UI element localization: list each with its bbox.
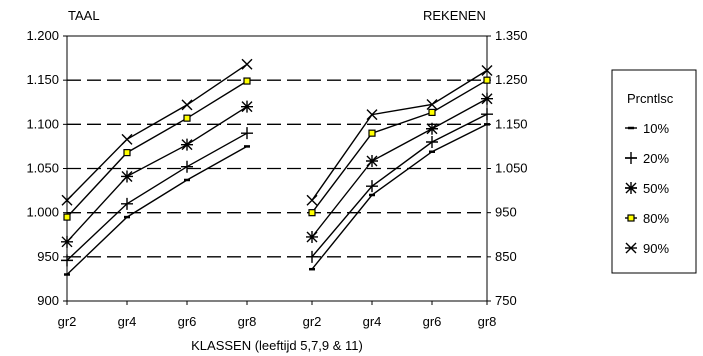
marker-x bbox=[426, 98, 438, 110]
x-tick-label: gr8 bbox=[478, 314, 497, 329]
marker-x bbox=[241, 58, 253, 70]
rekenen-y-tick-label: 750 bbox=[495, 293, 517, 308]
marker-square bbox=[63, 213, 71, 221]
marker-plus bbox=[121, 197, 133, 210]
rekenen-series-line-10pct bbox=[311, 123, 488, 270]
marker-square bbox=[243, 77, 251, 85]
marker-x bbox=[481, 64, 493, 76]
x-tick-label: gr4 bbox=[363, 314, 382, 329]
legend-label: 10% bbox=[643, 121, 669, 136]
marker-x bbox=[366, 109, 378, 121]
marker-asterisk bbox=[625, 182, 637, 194]
marker-x bbox=[181, 99, 193, 111]
marker-plus bbox=[306, 250, 318, 263]
x-tick-label: gr2 bbox=[303, 314, 322, 329]
marker-x bbox=[61, 194, 73, 206]
taal-y-tick-label: 900 bbox=[37, 293, 59, 308]
rekenen-y-tick-label: 950 bbox=[495, 205, 517, 220]
rekenen-y-tick-label: 1.150 bbox=[495, 116, 528, 131]
taal-series-line-90pct bbox=[66, 63, 248, 201]
marker-x bbox=[625, 242, 637, 254]
marker-square bbox=[428, 108, 436, 117]
axes bbox=[63, 35, 491, 305]
marker-x bbox=[306, 194, 318, 206]
marker-asterisk bbox=[366, 154, 378, 167]
legend-label: 20% bbox=[643, 151, 669, 166]
taal-series-line-80pct bbox=[66, 80, 248, 218]
taal-y-tick-label: 1.150 bbox=[26, 72, 59, 87]
marker-plus bbox=[481, 108, 493, 121]
marker-square bbox=[368, 129, 376, 137]
gridlines bbox=[67, 79, 487, 258]
x-tick-label: gr2 bbox=[58, 314, 77, 329]
marker-asterisk bbox=[241, 100, 253, 113]
marker-plus bbox=[181, 160, 193, 173]
rekenen-y-tick-label: 1.350 bbox=[495, 28, 528, 43]
taal-series-line-20pct bbox=[66, 132, 248, 261]
series-lines bbox=[61, 58, 493, 276]
taal-series-line-10pct bbox=[66, 145, 248, 276]
legend-label: 90% bbox=[643, 241, 669, 256]
marker-asterisk bbox=[121, 170, 133, 183]
marker-square bbox=[123, 149, 131, 157]
marker-plus bbox=[426, 136, 438, 148]
labels: TAAL REKENEN KLASSEN (leeftijd 5,7,9 & 1… bbox=[26, 8, 527, 353]
rekenen-series-line-90pct bbox=[311, 69, 488, 201]
x-tick-label: gr4 bbox=[118, 314, 137, 329]
marker-square bbox=[308, 209, 316, 217]
rekenen-y-tick-label: 850 bbox=[495, 249, 517, 264]
rekenen-series-line-50pct bbox=[311, 98, 488, 238]
marker-asterisk bbox=[61, 235, 73, 248]
legend-label: 80% bbox=[643, 211, 669, 226]
marker-asterisk bbox=[306, 230, 318, 243]
legend-box bbox=[611, 69, 697, 274]
marker-plus bbox=[241, 127, 253, 140]
marker-asterisk bbox=[426, 122, 438, 135]
marker-plus bbox=[61, 254, 73, 267]
rekenen-y-tick-label: 1.050 bbox=[495, 161, 528, 176]
taal-y-tick-label: 1.050 bbox=[26, 161, 59, 176]
marker-square bbox=[483, 76, 491, 84]
marker-square bbox=[627, 214, 635, 222]
taal-y-tick-label: 1.100 bbox=[26, 116, 59, 131]
marker-asterisk bbox=[181, 138, 193, 151]
rekenen-panel-title: REKENEN bbox=[423, 8, 486, 23]
legend: Prcntlsc 10% 20% 50% 80% 90% bbox=[611, 69, 697, 274]
taal-y-tick-label: 1.000 bbox=[26, 205, 59, 220]
marker-plus bbox=[625, 152, 637, 164]
legend-label: 50% bbox=[643, 181, 669, 196]
x-tick-label: gr8 bbox=[238, 314, 257, 329]
marker-square bbox=[183, 114, 191, 122]
marker-x bbox=[121, 133, 133, 145]
x-axis-label: KLASSEN (leeftijd 5,7,9 & 11) bbox=[191, 338, 363, 353]
taal-y-tick-label: 950 bbox=[37, 249, 59, 264]
x-tick-label: gr6 bbox=[178, 314, 197, 329]
rekenen-y-tick-label: 1.250 bbox=[495, 72, 528, 87]
legend-title: Prcntlsc bbox=[627, 91, 674, 106]
taal-panel-title: TAAL bbox=[68, 8, 100, 23]
taal-y-tick-label: 1.200 bbox=[26, 28, 59, 43]
marker-plus bbox=[366, 180, 378, 193]
rekenen-series-line-20pct bbox=[311, 113, 488, 258]
rekenen-series-line-80pct bbox=[311, 79, 488, 214]
taal-series-line-50pct bbox=[66, 106, 248, 243]
x-tick-label: gr6 bbox=[423, 314, 442, 329]
marker-asterisk bbox=[481, 92, 493, 105]
